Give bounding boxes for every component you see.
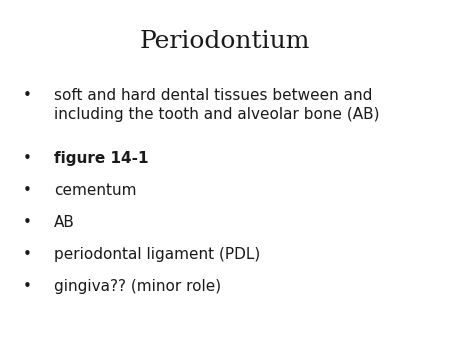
Text: periodontal ligament (PDL): periodontal ligament (PDL) xyxy=(54,247,260,262)
Text: •: • xyxy=(22,247,32,262)
Text: AB: AB xyxy=(54,215,75,230)
Text: gingiva?? (minor role): gingiva?? (minor role) xyxy=(54,279,221,293)
Text: •: • xyxy=(22,279,32,293)
Text: soft and hard dental tissues between and
including the tooth and alveolar bone (: soft and hard dental tissues between and… xyxy=(54,88,379,122)
Text: Periodontium: Periodontium xyxy=(140,30,310,53)
Text: •: • xyxy=(22,88,32,103)
Text: •: • xyxy=(22,215,32,230)
Text: cementum: cementum xyxy=(54,183,136,198)
Text: •: • xyxy=(22,151,32,166)
Text: •: • xyxy=(22,183,32,198)
Text: figure 14-1: figure 14-1 xyxy=(54,151,148,166)
